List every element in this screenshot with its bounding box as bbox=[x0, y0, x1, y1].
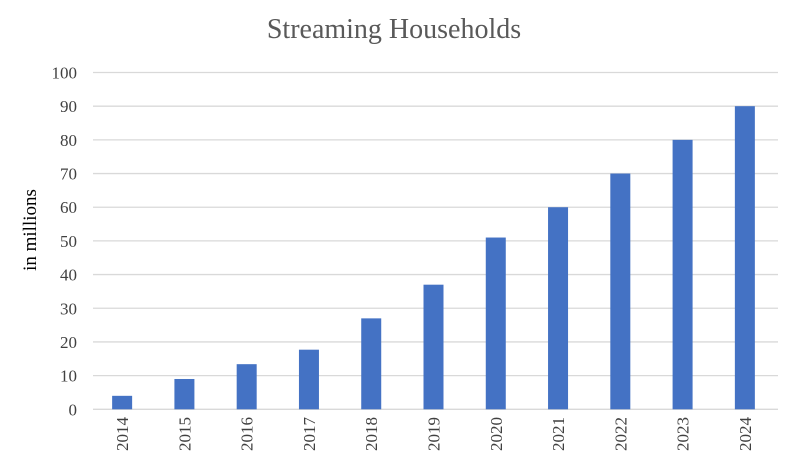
y-tick-label: 40 bbox=[60, 266, 77, 285]
bar-2018 bbox=[361, 318, 382, 410]
x-tick-label: 2021 bbox=[549, 417, 568, 451]
bar-2014 bbox=[112, 395, 133, 410]
x-tick-label: 2019 bbox=[425, 417, 444, 451]
bar-2015 bbox=[174, 378, 195, 410]
bar-2019 bbox=[423, 284, 444, 410]
bar-2021 bbox=[548, 207, 569, 410]
y-axis-label: in millions bbox=[20, 189, 41, 271]
y-tick-label: 0 bbox=[69, 400, 78, 419]
x-tick-label: 2023 bbox=[674, 417, 693, 451]
x-tick-label: 2018 bbox=[362, 417, 381, 451]
y-tick-label: 80 bbox=[60, 131, 77, 150]
x-tick-label: 2020 bbox=[487, 417, 506, 451]
bar-2020 bbox=[485, 237, 506, 410]
bar-2017 bbox=[298, 349, 319, 410]
bar-2024 bbox=[734, 106, 755, 410]
y-tick-label: 70 bbox=[60, 165, 77, 184]
bar-2016 bbox=[236, 364, 257, 410]
y-tick-label: 60 bbox=[60, 198, 77, 217]
x-tick-label: 2014 bbox=[113, 417, 132, 452]
bar-2022 bbox=[610, 173, 631, 410]
y-tick-label: 100 bbox=[52, 64, 78, 83]
y-tick-label: 90 bbox=[60, 97, 77, 116]
y-tick-label: 30 bbox=[60, 299, 77, 318]
x-tick-label: 2022 bbox=[611, 417, 630, 451]
y-tick-label: 10 bbox=[60, 367, 77, 386]
y-tick-label: 20 bbox=[60, 333, 77, 352]
bar-2023 bbox=[672, 139, 693, 410]
chart-title: Streaming Households bbox=[267, 14, 521, 45]
x-tick-label: 2024 bbox=[736, 417, 755, 452]
x-tick-label: 2015 bbox=[175, 417, 194, 451]
x-tick-label: 2016 bbox=[238, 417, 257, 451]
x-tick-label: 2017 bbox=[300, 417, 319, 452]
y-tick-label: 50 bbox=[60, 232, 77, 251]
